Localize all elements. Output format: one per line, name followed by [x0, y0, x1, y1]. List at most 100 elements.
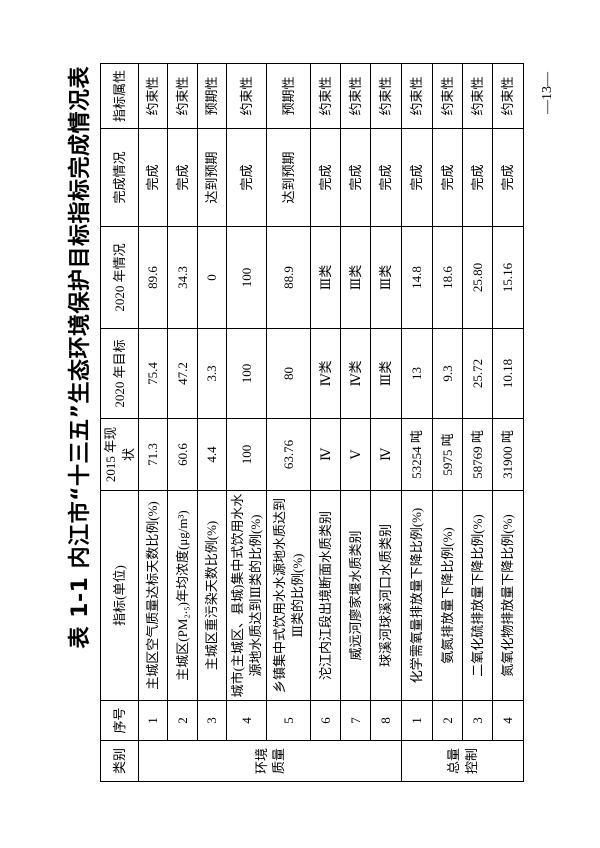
value-2015-cell: 5975 吨 — [432, 418, 463, 491]
indicators-table: 类别 序号 指标(单位) 2015 年现状 2020 年目标 2020 年情况 … — [100, 63, 525, 782]
attribute-cell: 预期性 — [197, 63, 227, 129]
target-2020-cell: 100 — [226, 328, 267, 419]
header-serial: 序号 — [100, 700, 139, 741]
target-2020-cell: Ⅳ类 — [340, 328, 371, 419]
indicator-cell: 主城区空气质量达标天数比例(%) — [138, 490, 168, 701]
serial-cell: 4 — [226, 700, 267, 741]
indicator-cell: 主城区重污染天数比例(%) — [197, 490, 227, 701]
indicator-cell: 二氧化硫排放量下降比例(%) — [462, 490, 493, 701]
result-2020-cell: 89.6 — [138, 226, 168, 329]
serial-cell: 5 — [266, 700, 311, 741]
serial-cell: 6 — [310, 700, 341, 741]
completion-cell: 完成 — [167, 128, 198, 227]
target-2020-cell: 13 — [401, 328, 433, 419]
completion-cell: 完成 — [462, 128, 493, 227]
table-header-row: 类别 序号 指标(单位) 2015 年现状 2020 年目标 2020 年情况 … — [100, 63, 139, 782]
completion-cell: 完成 — [492, 128, 524, 227]
value-2015-cell: Ⅴ — [340, 418, 371, 491]
serial-cell: 7 — [340, 700, 371, 741]
result-2020-cell: 88.9 — [266, 226, 311, 329]
serial-cell: 4 — [492, 700, 524, 741]
table-row: 4 氮氧化物排放量下降比例(%) 31900 吨 10.18 15.16 完成 … — [492, 63, 524, 782]
serial-cell: 3 — [197, 700, 227, 741]
completion-cell: 完成 — [138, 128, 168, 227]
target-2020-cell: Ⅲ类 — [370, 328, 402, 419]
indicator-cell: 氮氧化物排放量下降比例(%) — [492, 490, 524, 701]
value-2015-cell: Ⅳ — [370, 418, 402, 491]
header-completion: 完成情况 — [100, 128, 139, 227]
serial-cell: 1 — [401, 700, 433, 741]
value-2015-cell: 53254 吨 — [401, 418, 433, 491]
table-row: 6 沱江内江段出境断面水质类别 Ⅳ Ⅳ类 Ⅲ类 完成 约束性 — [310, 63, 341, 782]
serial-cell: 2 — [167, 700, 198, 741]
completion-cell: 完成 — [226, 128, 267, 227]
table-row: 4 城市(主城区、县城)集中式饮用水水源地水质达到Ⅲ类的比例(%) 100 10… — [226, 63, 267, 782]
completion-cell: 达到预期 — [197, 128, 227, 227]
indicator-cell: 氨氮排放量下降比例(%) — [432, 490, 463, 701]
header-2015-status: 2015 年现状 — [100, 418, 139, 491]
serial-cell: 8 — [370, 700, 402, 741]
attribute-cell: 约束性 — [401, 63, 433, 129]
target-2020-cell: 25.72 — [462, 328, 493, 419]
indicator-cell: 威远河廖家堰水质类别 — [340, 490, 371, 701]
completion-cell: 完成 — [340, 128, 371, 227]
category-cell: 环境质量 — [138, 740, 402, 782]
page-number-area: —13— — [538, 64, 558, 122]
target-2020-cell: 10.18 — [492, 328, 524, 419]
header-2020-target: 2020 年目标 — [100, 328, 139, 419]
completion-cell: 达到预期 — [266, 128, 311, 227]
result-2020-cell: 100 — [226, 226, 267, 329]
result-2020-cell: Ⅲ类 — [340, 226, 371, 329]
value-2015-cell: 60.6 — [167, 418, 198, 491]
serial-cell: 1 — [138, 700, 168, 741]
target-2020-cell: 47.2 — [167, 328, 198, 419]
table-row: 5 乡镇集中式饮用水水源地水质达到Ⅲ类的比例(%) 63.76 80 88.9 … — [266, 63, 311, 782]
target-2020-cell: Ⅳ类 — [310, 328, 341, 419]
table-row: 8 球溪河球溪河口水质类别 Ⅳ Ⅲ类 Ⅲ类 完成 约束性 — [370, 63, 402, 782]
table-row: 环境质量 1 主城区空气质量达标天数比例(%) 71.3 75.4 89.6 完… — [138, 63, 402, 782]
attribute-cell: 约束性 — [310, 63, 341, 129]
value-2015-cell: 71.3 — [138, 418, 168, 491]
attribute-cell: 约束性 — [138, 63, 168, 129]
target-2020-cell: 75.4 — [138, 328, 168, 419]
result-2020-cell: 25.80 — [462, 226, 493, 329]
serial-cell: 2 — [432, 700, 463, 741]
header-category: 类别 — [100, 740, 139, 782]
attribute-cell: 预期性 — [266, 63, 311, 129]
result-2020-cell: 34.3 — [167, 226, 198, 329]
attribute-cell: 约束性 — [167, 63, 198, 129]
completion-cell: 完成 — [432, 128, 463, 227]
indicator-cell: 城市(主城区、县城)集中式饮用水水源地水质达到Ⅲ类的比例(%) — [226, 490, 267, 701]
target-2020-cell: 80 — [266, 328, 311, 419]
serial-cell: 3 — [462, 700, 493, 741]
indicator-cell: 球溪河球溪河口水质类别 — [370, 490, 402, 701]
target-2020-cell: 3.3 — [197, 328, 227, 419]
attribute-cell: 约束性 — [340, 63, 371, 129]
table-row: 7 威远河廖家堰水质类别 Ⅴ Ⅳ类 Ⅲ类 完成 约束性 — [340, 63, 371, 782]
value-2015-cell: 4.4 — [197, 418, 227, 491]
page-number: —13— — [540, 72, 555, 114]
attribute-cell: 约束性 — [226, 63, 267, 129]
value-2015-cell: 58769 吨 — [462, 418, 493, 491]
completion-cell: 完成 — [310, 128, 341, 227]
table-row: 3 主城区重污染天数比例(%) 4.4 3.3 0 达到预期 预期性 — [197, 63, 227, 782]
result-2020-cell: 14.8 — [401, 226, 433, 329]
result-2020-cell: 0 — [197, 226, 227, 329]
target-2020-cell: 9.3 — [432, 328, 463, 419]
attribute-cell: 约束性 — [370, 63, 402, 129]
indicator-cell: 沱江内江段出境断面水质类别 — [310, 490, 341, 701]
rotated-inner: 表 1-1 内江市“十三五”生态环境保护目标指标完成情况表 类别 序号 指标(单… — [66, 63, 525, 782]
category-cell: 总量控制 — [401, 740, 524, 782]
value-2015-cell: 100 — [226, 418, 267, 491]
rotated-content: 表 1-1 内江市“十三五”生态环境保护目标指标完成情况表 类别 序号 指标(单… — [66, 63, 525, 782]
doc-title: 表 1-1 内江市“十三五”生态环境保护目标指标完成情况表 — [68, 66, 93, 649]
completion-cell: 完成 — [401, 128, 433, 227]
result-2020-cell: 18.6 — [432, 226, 463, 329]
result-2020-cell: Ⅲ类 — [310, 226, 341, 329]
header-attribute: 指标属性 — [100, 63, 139, 129]
value-2015-cell: 63.76 — [266, 418, 311, 491]
header-2020-result: 2020 年情况 — [100, 226, 139, 329]
indicator-cell: 主城区(PM₂.₅)年均浓度(μg/m³) — [167, 490, 198, 701]
attribute-cell: 约束性 — [432, 63, 463, 129]
